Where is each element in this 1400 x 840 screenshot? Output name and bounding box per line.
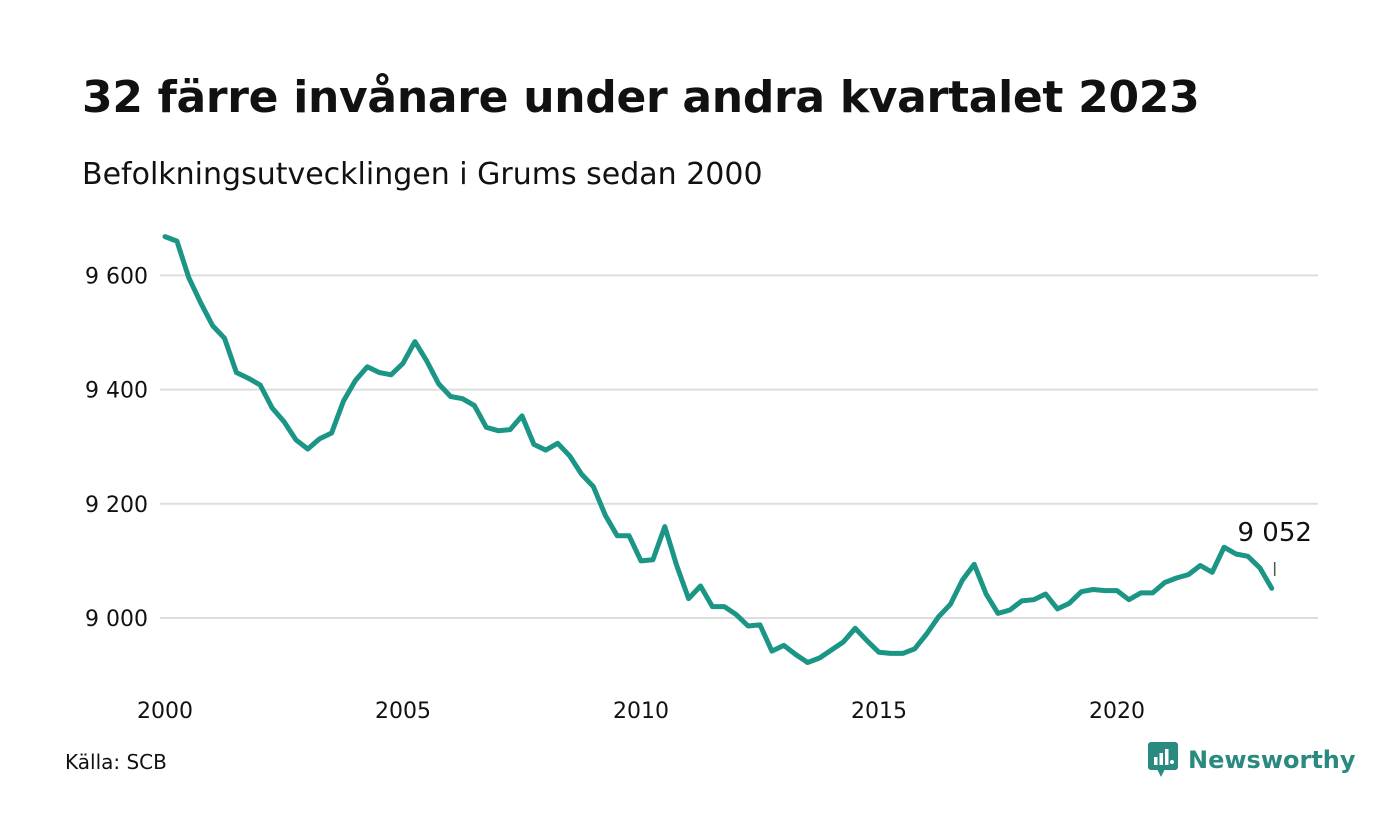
x-tick-label: 2000 (137, 699, 193, 724)
annotation-label: 9 052 (1237, 518, 1311, 548)
newsworthy-logo-icon (1148, 742, 1178, 777)
y-tick-label: 9 400 (85, 379, 148, 404)
brand-name: Newsworthy (1188, 746, 1356, 774)
source-note: Källa: SCB (65, 750, 167, 774)
line-chart: 9 000 9 200 9 400 9 600 2000 2005 2010 2015 202… (85, 234, 1318, 724)
annotation-layer: 9 052 (1237, 518, 1312, 576)
y-tick-label: 9 600 (85, 264, 148, 289)
series-layer (162, 234, 1275, 665)
chart-title: 32 färre invånare under andra kvartalet … (82, 72, 1200, 123)
chart-subtitle: Befolkningsutvecklingen i Grums sedan 20… (82, 157, 763, 192)
series-line (162, 234, 1275, 665)
x-tick-label: 2015 (851, 699, 907, 724)
x-axis-tick-labels: 2000 2005 2010 2015 2020 (137, 699, 1145, 724)
y-axis-tick-labels: 9 000 9 200 9 400 9 600 (85, 264, 148, 632)
brand-logo[interactable]: Newsworthy (1148, 742, 1356, 778)
x-tick-label: 2020 (1089, 699, 1145, 724)
gridlines (160, 274, 1318, 619)
y-tick-label: 9 200 (85, 493, 148, 518)
x-tick-label: 2005 (375, 699, 431, 724)
x-tick-label: 2010 (613, 699, 669, 724)
y-tick-label: 9 000 (85, 607, 148, 632)
